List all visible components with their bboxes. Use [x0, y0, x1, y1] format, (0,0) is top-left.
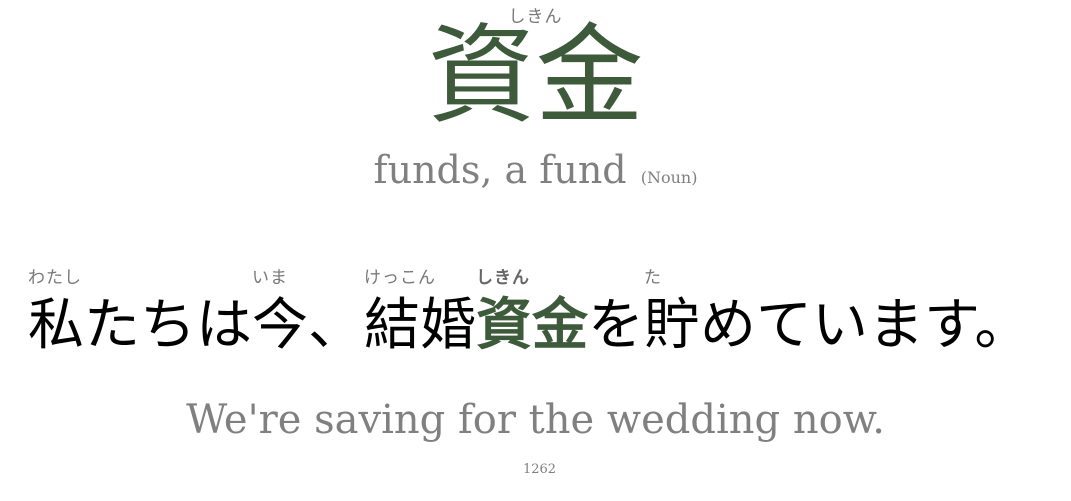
segment-ruby: しきん [476, 268, 530, 288]
sentence-segment: めています。 [700, 265, 1030, 361]
segment-text: 資金 [476, 293, 588, 358]
word-meaning-line: funds, a fund (Noun) [0, 148, 1071, 192]
segment-ruby: いま [252, 268, 288, 288]
segment-text: 、 [308, 293, 364, 358]
segment-ruby: わたし [28, 268, 82, 288]
segment-text: めています。 [700, 293, 1031, 358]
word-kanji: 資金 [427, 14, 644, 139]
segment-text: 私 [28, 293, 84, 358]
sentence-segment: いま 今 [252, 265, 308, 361]
segment-text: 今 [252, 293, 308, 358]
sentence-segment: たちは [84, 265, 252, 361]
segment-text: 結婚 [364, 293, 476, 358]
segment-ruby: た [644, 268, 662, 288]
segment-text: を [588, 293, 644, 358]
part-of-speech: (Noun) [640, 168, 698, 187]
word-meaning: funds, a fund [373, 148, 627, 192]
sentence-segment: た 貯 [644, 265, 700, 361]
example-sentence: わたし 私 たちは いま 今 、 けっこん 結婚 しきん 資金 を た 貯 めて… [28, 265, 1030, 361]
sentence-segment: わたし 私 [28, 265, 84, 361]
segment-text: たちは [84, 293, 252, 358]
word-reading: しきん [508, 7, 563, 27]
sentence-translation: We're saving for the wedding now. [186, 397, 885, 443]
sentence-segment: けっこん 結婚 [364, 265, 476, 361]
segment-ruby: けっこん [364, 268, 436, 288]
segment-text: 貯 [644, 293, 700, 358]
sentence-segment: 、 [308, 265, 364, 361]
highlighted-word-segment: しきん 資金 [476, 265, 588, 361]
sentence-segment: を [588, 265, 644, 361]
card-number: 1262 [522, 462, 557, 477]
